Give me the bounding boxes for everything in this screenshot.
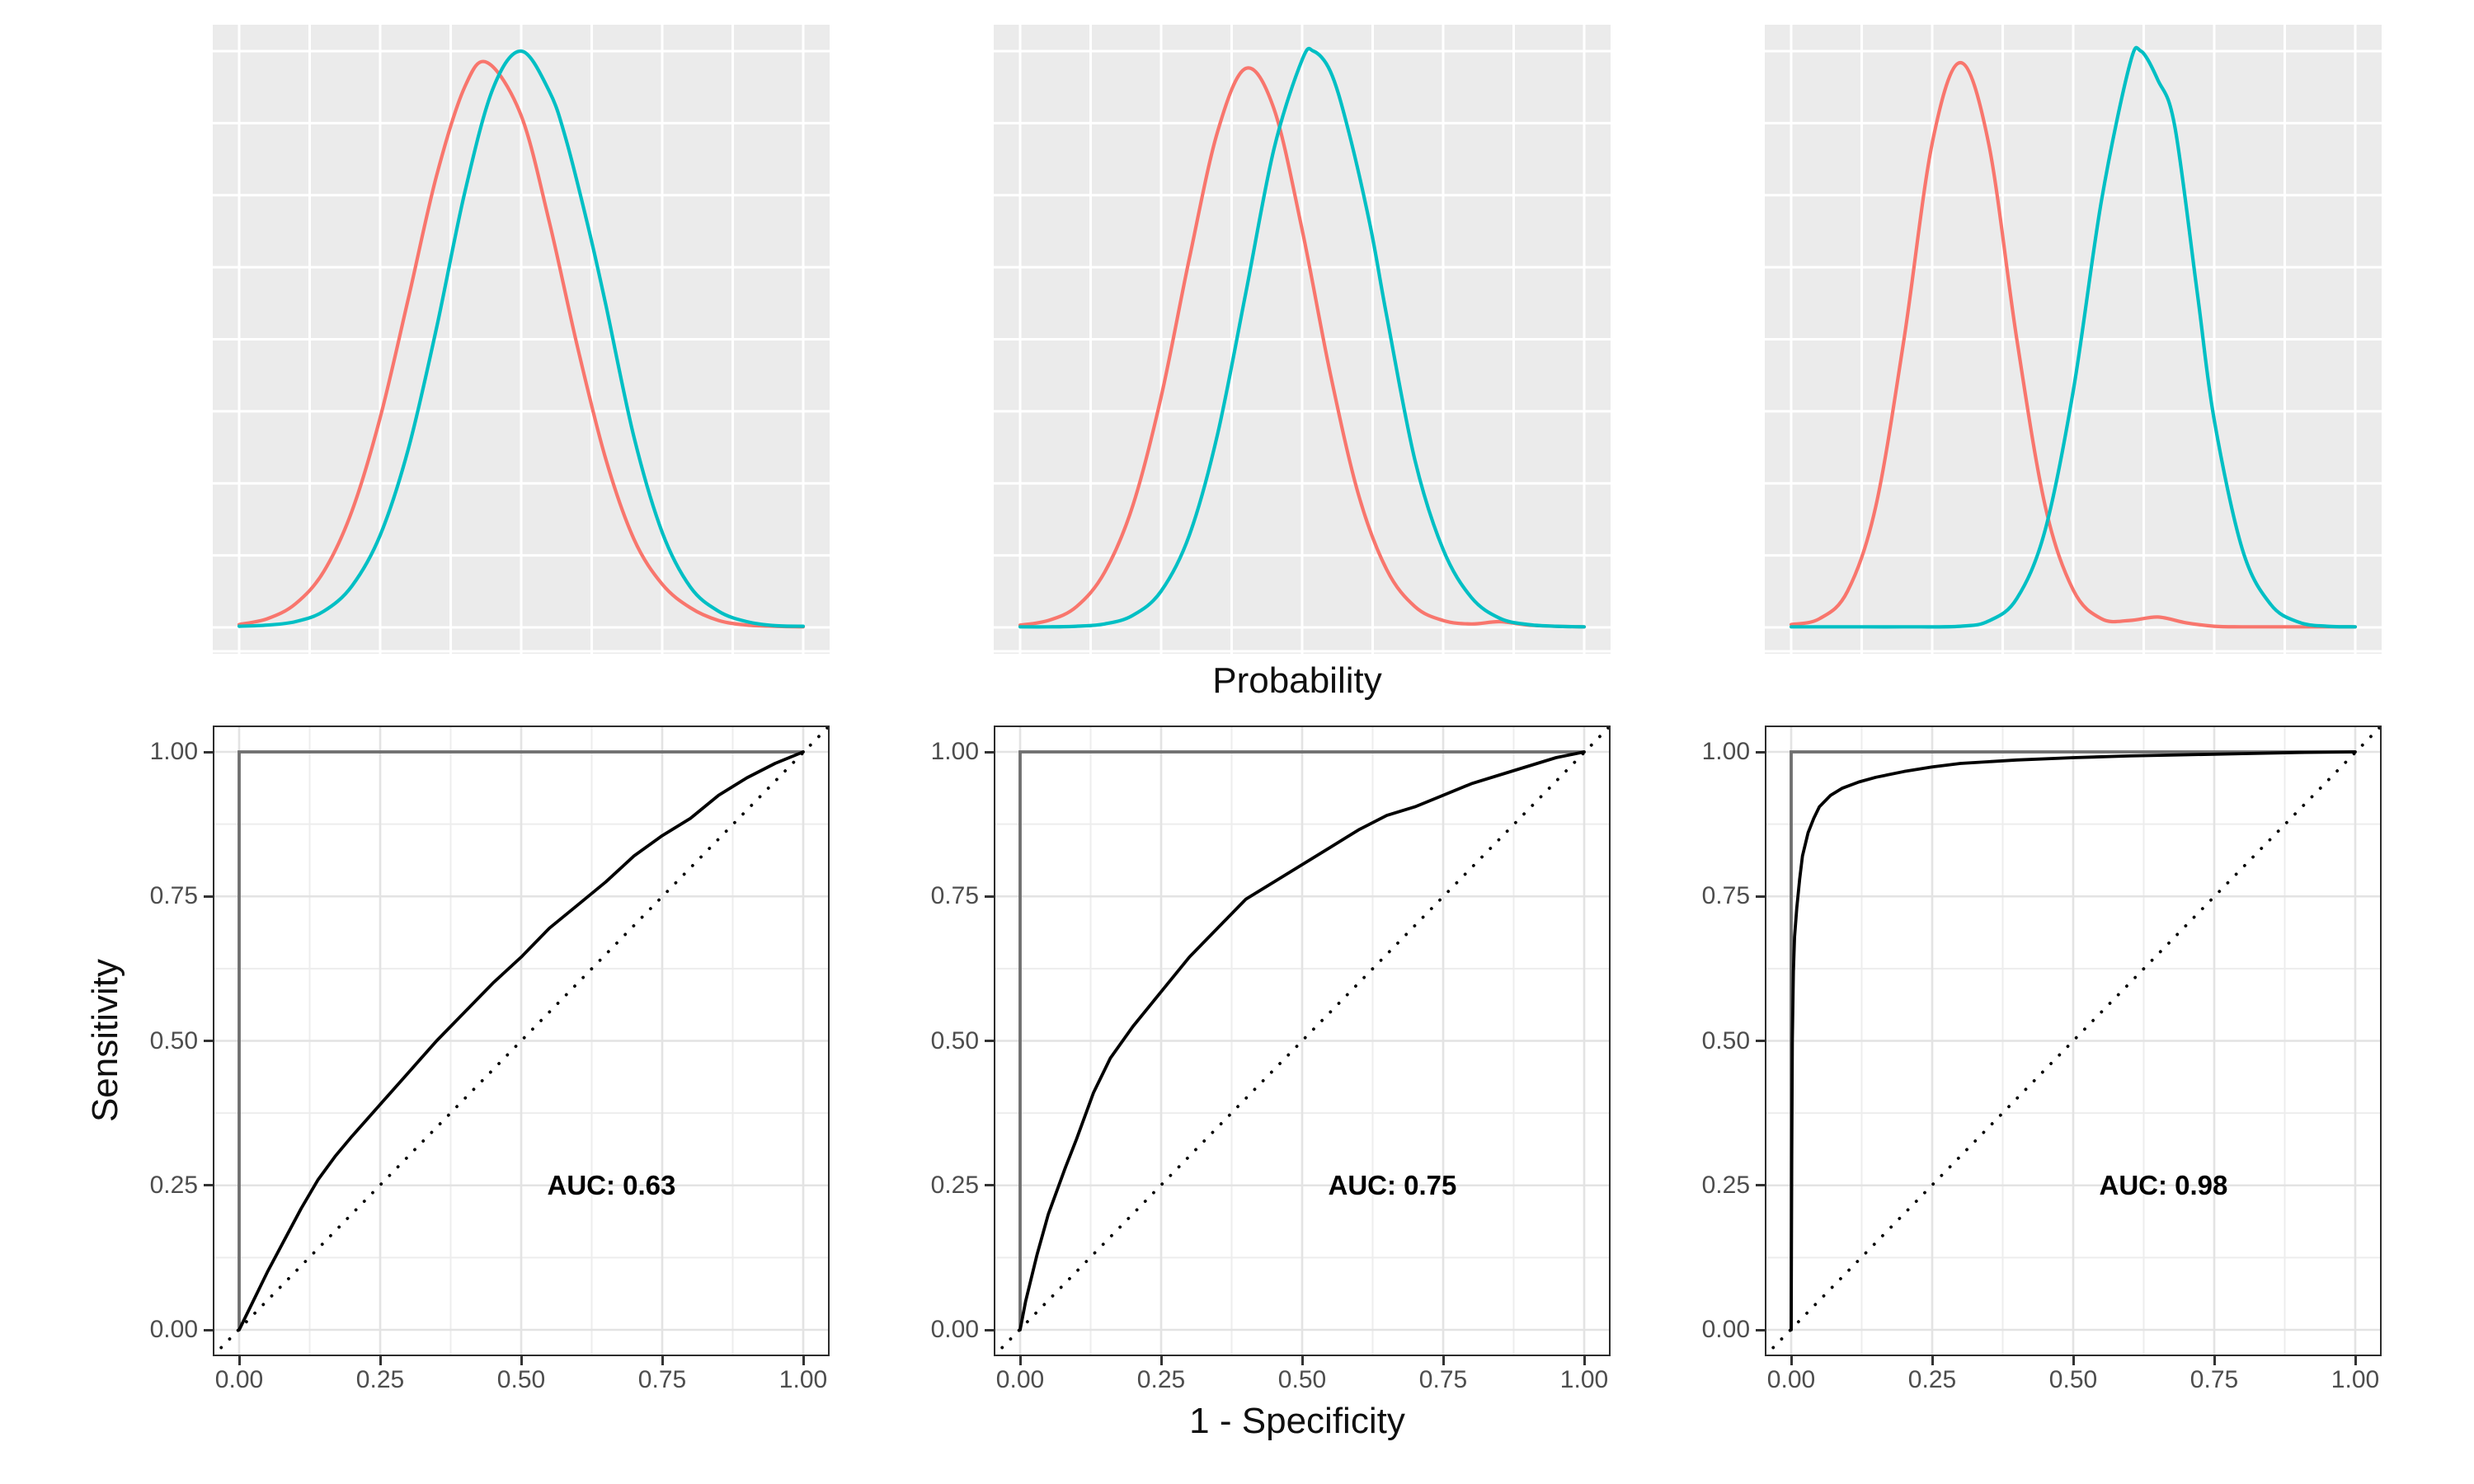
x-tick-label: 0.50 [1277, 1366, 1327, 1393]
y-tick-label: 1.00 [149, 738, 198, 765]
x-tick-label: 1.00 [778, 1366, 828, 1393]
x-tick-mark [1018, 1356, 1022, 1365]
class-negative-density-curve [237, 59, 806, 629]
x-tick-mark [1442, 1356, 1445, 1365]
y-tick-mark [1756, 1040, 1765, 1042]
y-tick-mark [204, 1040, 213, 1042]
density-chart-3 [1765, 25, 2382, 654]
y-tick-label: 0.00 [1701, 1316, 1750, 1343]
y-tick-label: 0.75 [930, 882, 979, 910]
x-tick-label: 0.75 [1418, 1366, 1468, 1393]
y-tick-mark [204, 895, 213, 898]
x-tick-mark [379, 1356, 382, 1365]
x-tick-mark [1583, 1356, 1586, 1365]
y-tick-mark [204, 1328, 213, 1331]
x-tick-label: 0.75 [637, 1366, 687, 1393]
x-tick-mark [1300, 1356, 1304, 1365]
density-chart-2 [994, 25, 1611, 654]
y-tick-label: 0.75 [1701, 882, 1750, 910]
y-tick-label: 0.75 [149, 882, 198, 910]
x-tick-mark [238, 1356, 241, 1365]
y-tick-mark [1756, 895, 1765, 898]
x-tick-mark [2354, 1356, 2357, 1365]
roc-chart-1 [213, 726, 830, 1356]
class-negative-density-curve [1789, 60, 2358, 629]
y-tick-mark [1756, 750, 1765, 754]
x-tick-label: 0.00 [1766, 1366, 1816, 1393]
x-tick-mark [802, 1356, 805, 1365]
x-tick-mark [661, 1356, 664, 1365]
y-tick-mark [985, 1040, 994, 1042]
diagonal-reference-line [213, 726, 830, 1356]
y-tick-mark [985, 1184, 994, 1187]
x-axis-title-probability: Probability [1212, 660, 1382, 701]
x-tick-label: 1.00 [1559, 1366, 1609, 1393]
x-tick-mark [1931, 1356, 1934, 1365]
roc-chart-2 [994, 726, 1611, 1356]
roc-curve-path [1790, 750, 2357, 1331]
y-tick-mark [1756, 1328, 1765, 1331]
corner-reference-line [1018, 750, 1584, 1330]
y-tick-label: 1.00 [1701, 738, 1750, 765]
y-tick-label: 0.25 [149, 1171, 198, 1199]
panel-border [994, 726, 1611, 1356]
x-tick-label: 0.75 [2189, 1366, 2239, 1393]
x-tick-label: 0.25 [1136, 1366, 1186, 1393]
y-tick-mark [1756, 1184, 1765, 1187]
roc-curve-path [1018, 750, 1586, 1331]
y-tick-label: 0.25 [930, 1171, 979, 1199]
x-tick-label: 0.50 [496, 1366, 546, 1393]
class-positive-density-curve [1789, 45, 2358, 629]
diagonal-reference-line [1765, 726, 2382, 1356]
x-tick-label: 0.00 [995, 1366, 1045, 1393]
y-tick-mark [204, 1184, 213, 1187]
auc-annotation-2: AUC: 0.75 [1328, 1169, 1457, 1200]
auc-annotation-3: AUC: 0.98 [2099, 1169, 2228, 1200]
x-tick-label: 1.00 [2331, 1366, 2380, 1393]
y-tick-label: 0.00 [149, 1316, 198, 1343]
x-tick-label: 0.25 [1907, 1366, 1957, 1393]
x-axis-title-specificity: 1 - Specificity [1189, 1401, 1405, 1441]
corner-reference-line [238, 750, 803, 1330]
roc-chart-3 [1765, 726, 2382, 1356]
x-tick-mark [2072, 1356, 2075, 1365]
y-tick-mark [985, 1328, 994, 1331]
y-tick-label: 0.50 [1701, 1026, 1750, 1054]
panel-border [213, 726, 830, 1356]
y-tick-label: 0.50 [930, 1026, 979, 1054]
auc-annotation-1: AUC: 0.63 [547, 1169, 676, 1200]
y-tick-mark [985, 895, 994, 898]
class-positive-density-curve [237, 49, 806, 628]
x-tick-mark [2213, 1356, 2216, 1365]
x-tick-label: 0.50 [2048, 1366, 2098, 1393]
y-tick-label: 1.00 [930, 738, 979, 765]
class-positive-density-curve [1018, 46, 1587, 629]
y-tick-label: 0.25 [1701, 1171, 1750, 1199]
class-negative-density-curve [1018, 66, 1587, 629]
x-tick-mark [1790, 1356, 1793, 1365]
y-tick-mark [204, 750, 213, 754]
x-tick-mark [1159, 1356, 1163, 1365]
x-tick-label: 0.00 [214, 1366, 264, 1393]
y-tick-label: 0.50 [149, 1026, 198, 1054]
roc-curve-path [238, 750, 805, 1331]
x-tick-mark [520, 1356, 523, 1365]
panel-border [1765, 726, 2382, 1356]
x-tick-label: 0.25 [355, 1366, 405, 1393]
density-chart-1 [213, 25, 830, 654]
y-tick-mark [985, 750, 994, 754]
diagonal-reference-line [994, 726, 1611, 1356]
y-tick-label: 0.00 [930, 1316, 979, 1343]
